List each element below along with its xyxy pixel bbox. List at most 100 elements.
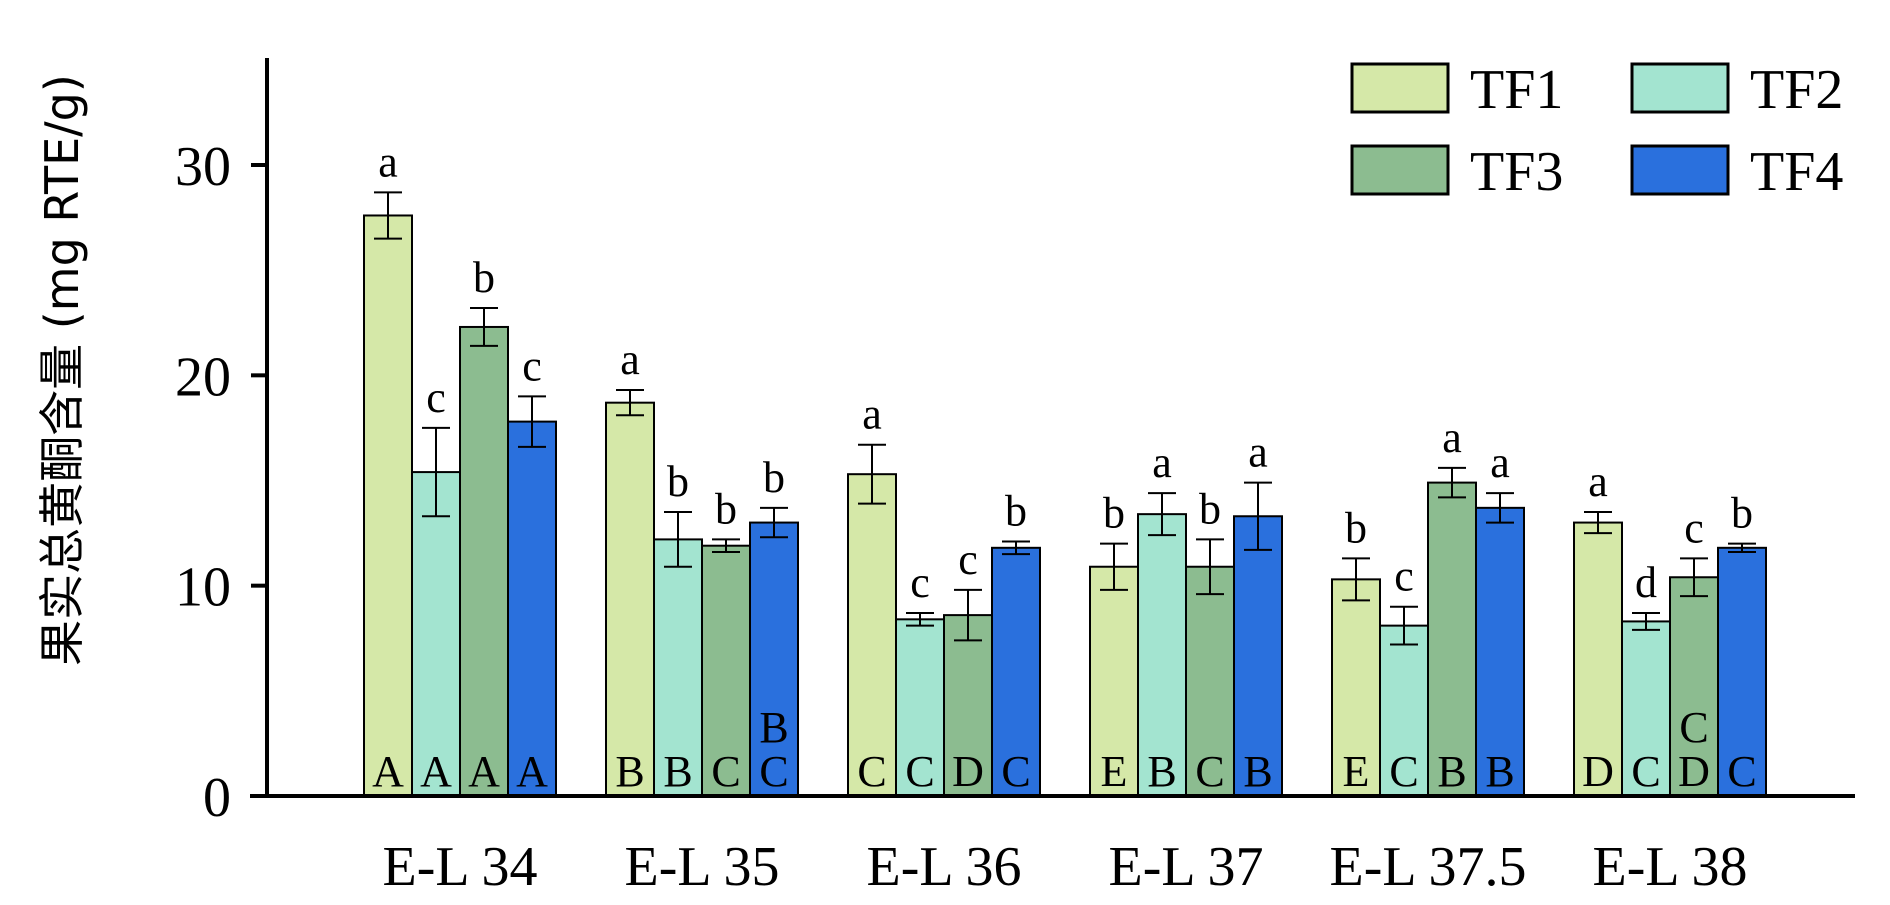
significance-letter: c — [522, 341, 542, 390]
significance-letter: b — [1345, 503, 1367, 552]
legend-label: TF4 — [1750, 141, 1843, 203]
y-axis-label: 果实总黄酮含量 (mg RTE/g) — [35, 74, 89, 666]
significance-letter: a — [378, 137, 398, 186]
bar-tf2 — [411, 471, 461, 797]
group-letter: A — [468, 747, 500, 796]
bar-tf4 — [991, 546, 1041, 797]
error-bar — [374, 191, 402, 240]
bar-tf4 — [1233, 515, 1283, 797]
significance-letter: a — [1248, 428, 1268, 477]
bar-tf2 — [653, 538, 703, 797]
significance-letter: a — [1152, 438, 1172, 487]
bar-tf1 — [605, 401, 655, 797]
bar-tf1 — [363, 214, 413, 798]
error-bar — [1342, 557, 1370, 602]
bar-tf2 — [1137, 513, 1187, 797]
group-letter: C — [1727, 747, 1756, 796]
x-tick-label: E-L 34 — [383, 836, 538, 898]
error-bar — [1196, 538, 1224, 596]
error-bar — [906, 612, 934, 627]
bars-layer — [363, 214, 1767, 798]
y-ticks: 0 10 20 30 — [175, 136, 267, 829]
y-tick-label: 30 — [175, 136, 231, 198]
x-tick-labels: E-L 34 E-L 35 E-L 36 E-L 37 E-L 37.5 E-L 38 — [383, 836, 1748, 898]
group-letter: B — [1243, 747, 1272, 796]
significance-letter: c — [958, 535, 978, 584]
significance-letter: c — [426, 373, 446, 422]
bar-tf1 — [1573, 521, 1623, 797]
bar-tf2 — [1621, 620, 1671, 797]
error-bar — [1002, 540, 1030, 556]
significance-letter: a — [1588, 457, 1608, 506]
bar-tf3 — [1669, 576, 1719, 798]
error-bar — [858, 443, 886, 505]
group-letter: D — [952, 747, 984, 796]
error-bar — [1584, 511, 1612, 535]
group-letters-layer: A A A A B B CBC C C D C E B C B E C B B D CCD C — [372, 703, 1757, 796]
group-letter: C — [1195, 747, 1224, 796]
error-bar — [1148, 492, 1176, 537]
significance-letter: b — [763, 453, 785, 502]
y-tick-label: 20 — [175, 346, 231, 408]
y-axis: 0 10 20 30 — [175, 58, 269, 829]
significance-letter: c — [1394, 552, 1414, 601]
significance-letter: a — [862, 390, 882, 439]
significance-letter: a — [1442, 413, 1462, 462]
error-bars-layer — [374, 191, 1756, 646]
significance-letter: a — [1490, 438, 1510, 487]
group-letter: D — [1582, 747, 1614, 796]
error-bar — [1728, 542, 1756, 554]
legend-swatch — [1350, 62, 1450, 114]
x-tick-label: E-L 37.5 — [1330, 836, 1527, 898]
legend-item-tf4: TF4 — [1630, 141, 1843, 203]
group-letter: B — [1485, 747, 1514, 796]
significance-letter: c — [1684, 503, 1704, 552]
error-bar — [422, 426, 450, 518]
error-bar — [1100, 542, 1128, 591]
error-bar — [712, 538, 740, 554]
group-letter: C — [1631, 747, 1660, 796]
significance-letter: d — [1635, 558, 1657, 607]
error-bar — [760, 506, 788, 539]
y-tick-label: 10 — [175, 557, 231, 619]
group-letter: C — [905, 747, 934, 796]
error-bar — [954, 588, 982, 642]
legend-label: TF1 — [1470, 59, 1563, 121]
error-bar — [518, 395, 546, 448]
x-tick-label: E-L 36 — [867, 836, 1022, 898]
error-bar — [616, 389, 644, 417]
bar-tf4 — [1717, 546, 1767, 797]
group-letter: E — [1343, 747, 1370, 796]
legend-swatch — [1350, 144, 1450, 196]
group-letter: C — [711, 747, 740, 796]
group-letter: B — [759, 703, 788, 752]
error-bar — [1244, 481, 1272, 551]
group-letter: B — [663, 747, 692, 796]
error-bar — [1486, 492, 1514, 524]
group-letter: C — [759, 747, 788, 796]
bar-tf3 — [459, 325, 509, 797]
legend-swatch — [1630, 62, 1730, 114]
group-letter: C — [1679, 703, 1708, 752]
error-bar — [1680, 557, 1708, 598]
error-bar — [1390, 605, 1418, 646]
legend-swatch — [1630, 144, 1730, 196]
error-bar — [1632, 612, 1660, 631]
x-tick-label: E-L 38 — [1593, 836, 1748, 898]
bar-tf4 — [749, 521, 799, 797]
bar-tf2 — [895, 618, 945, 797]
group-letter: B — [1147, 747, 1176, 796]
group-letter: A — [516, 747, 548, 796]
significance-letter: c — [910, 558, 930, 607]
group-letter: B — [615, 747, 644, 796]
significance-letter: b — [667, 457, 689, 506]
legend-item-tf3: TF3 — [1350, 141, 1563, 203]
significance-letter: b — [1005, 486, 1027, 535]
significance-letter: b — [1199, 484, 1221, 533]
legend-label: TF2 — [1750, 59, 1843, 121]
error-bar — [664, 511, 692, 568]
group-letter: C — [1001, 747, 1030, 796]
group-letter: B — [1437, 747, 1466, 796]
